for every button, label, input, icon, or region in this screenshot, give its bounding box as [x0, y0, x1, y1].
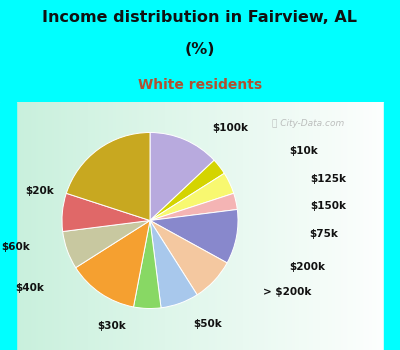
Text: $150k: $150k: [310, 201, 346, 211]
Wedge shape: [66, 133, 150, 220]
Text: Income distribution in Fairview, AL: Income distribution in Fairview, AL: [42, 10, 358, 26]
Text: (%): (%): [185, 42, 215, 57]
Wedge shape: [150, 193, 237, 220]
Text: $30k: $30k: [98, 321, 126, 331]
Bar: [0, 102, 16, 350]
Text: $75k: $75k: [310, 229, 338, 239]
Wedge shape: [150, 173, 234, 220]
Text: $200k: $200k: [289, 262, 325, 272]
Wedge shape: [150, 220, 227, 295]
Wedge shape: [150, 160, 224, 220]
Wedge shape: [150, 209, 238, 263]
Bar: [384, 102, 400, 350]
Text: $60k: $60k: [2, 242, 30, 252]
Wedge shape: [62, 193, 150, 232]
Text: $10k: $10k: [290, 146, 318, 156]
Wedge shape: [76, 220, 150, 307]
Wedge shape: [63, 220, 150, 268]
Text: White residents: White residents: [138, 78, 262, 92]
Text: > $200k: > $200k: [263, 287, 311, 297]
Text: $50k: $50k: [194, 319, 222, 329]
Wedge shape: [150, 220, 197, 308]
Wedge shape: [134, 220, 161, 308]
Text: $20k: $20k: [26, 186, 54, 196]
Text: ⦿ City-Data.com: ⦿ City-Data.com: [272, 119, 344, 128]
Text: $40k: $40k: [16, 284, 44, 293]
Text: $125k: $125k: [310, 174, 346, 184]
Wedge shape: [150, 133, 214, 220]
Text: $100k: $100k: [212, 122, 248, 133]
